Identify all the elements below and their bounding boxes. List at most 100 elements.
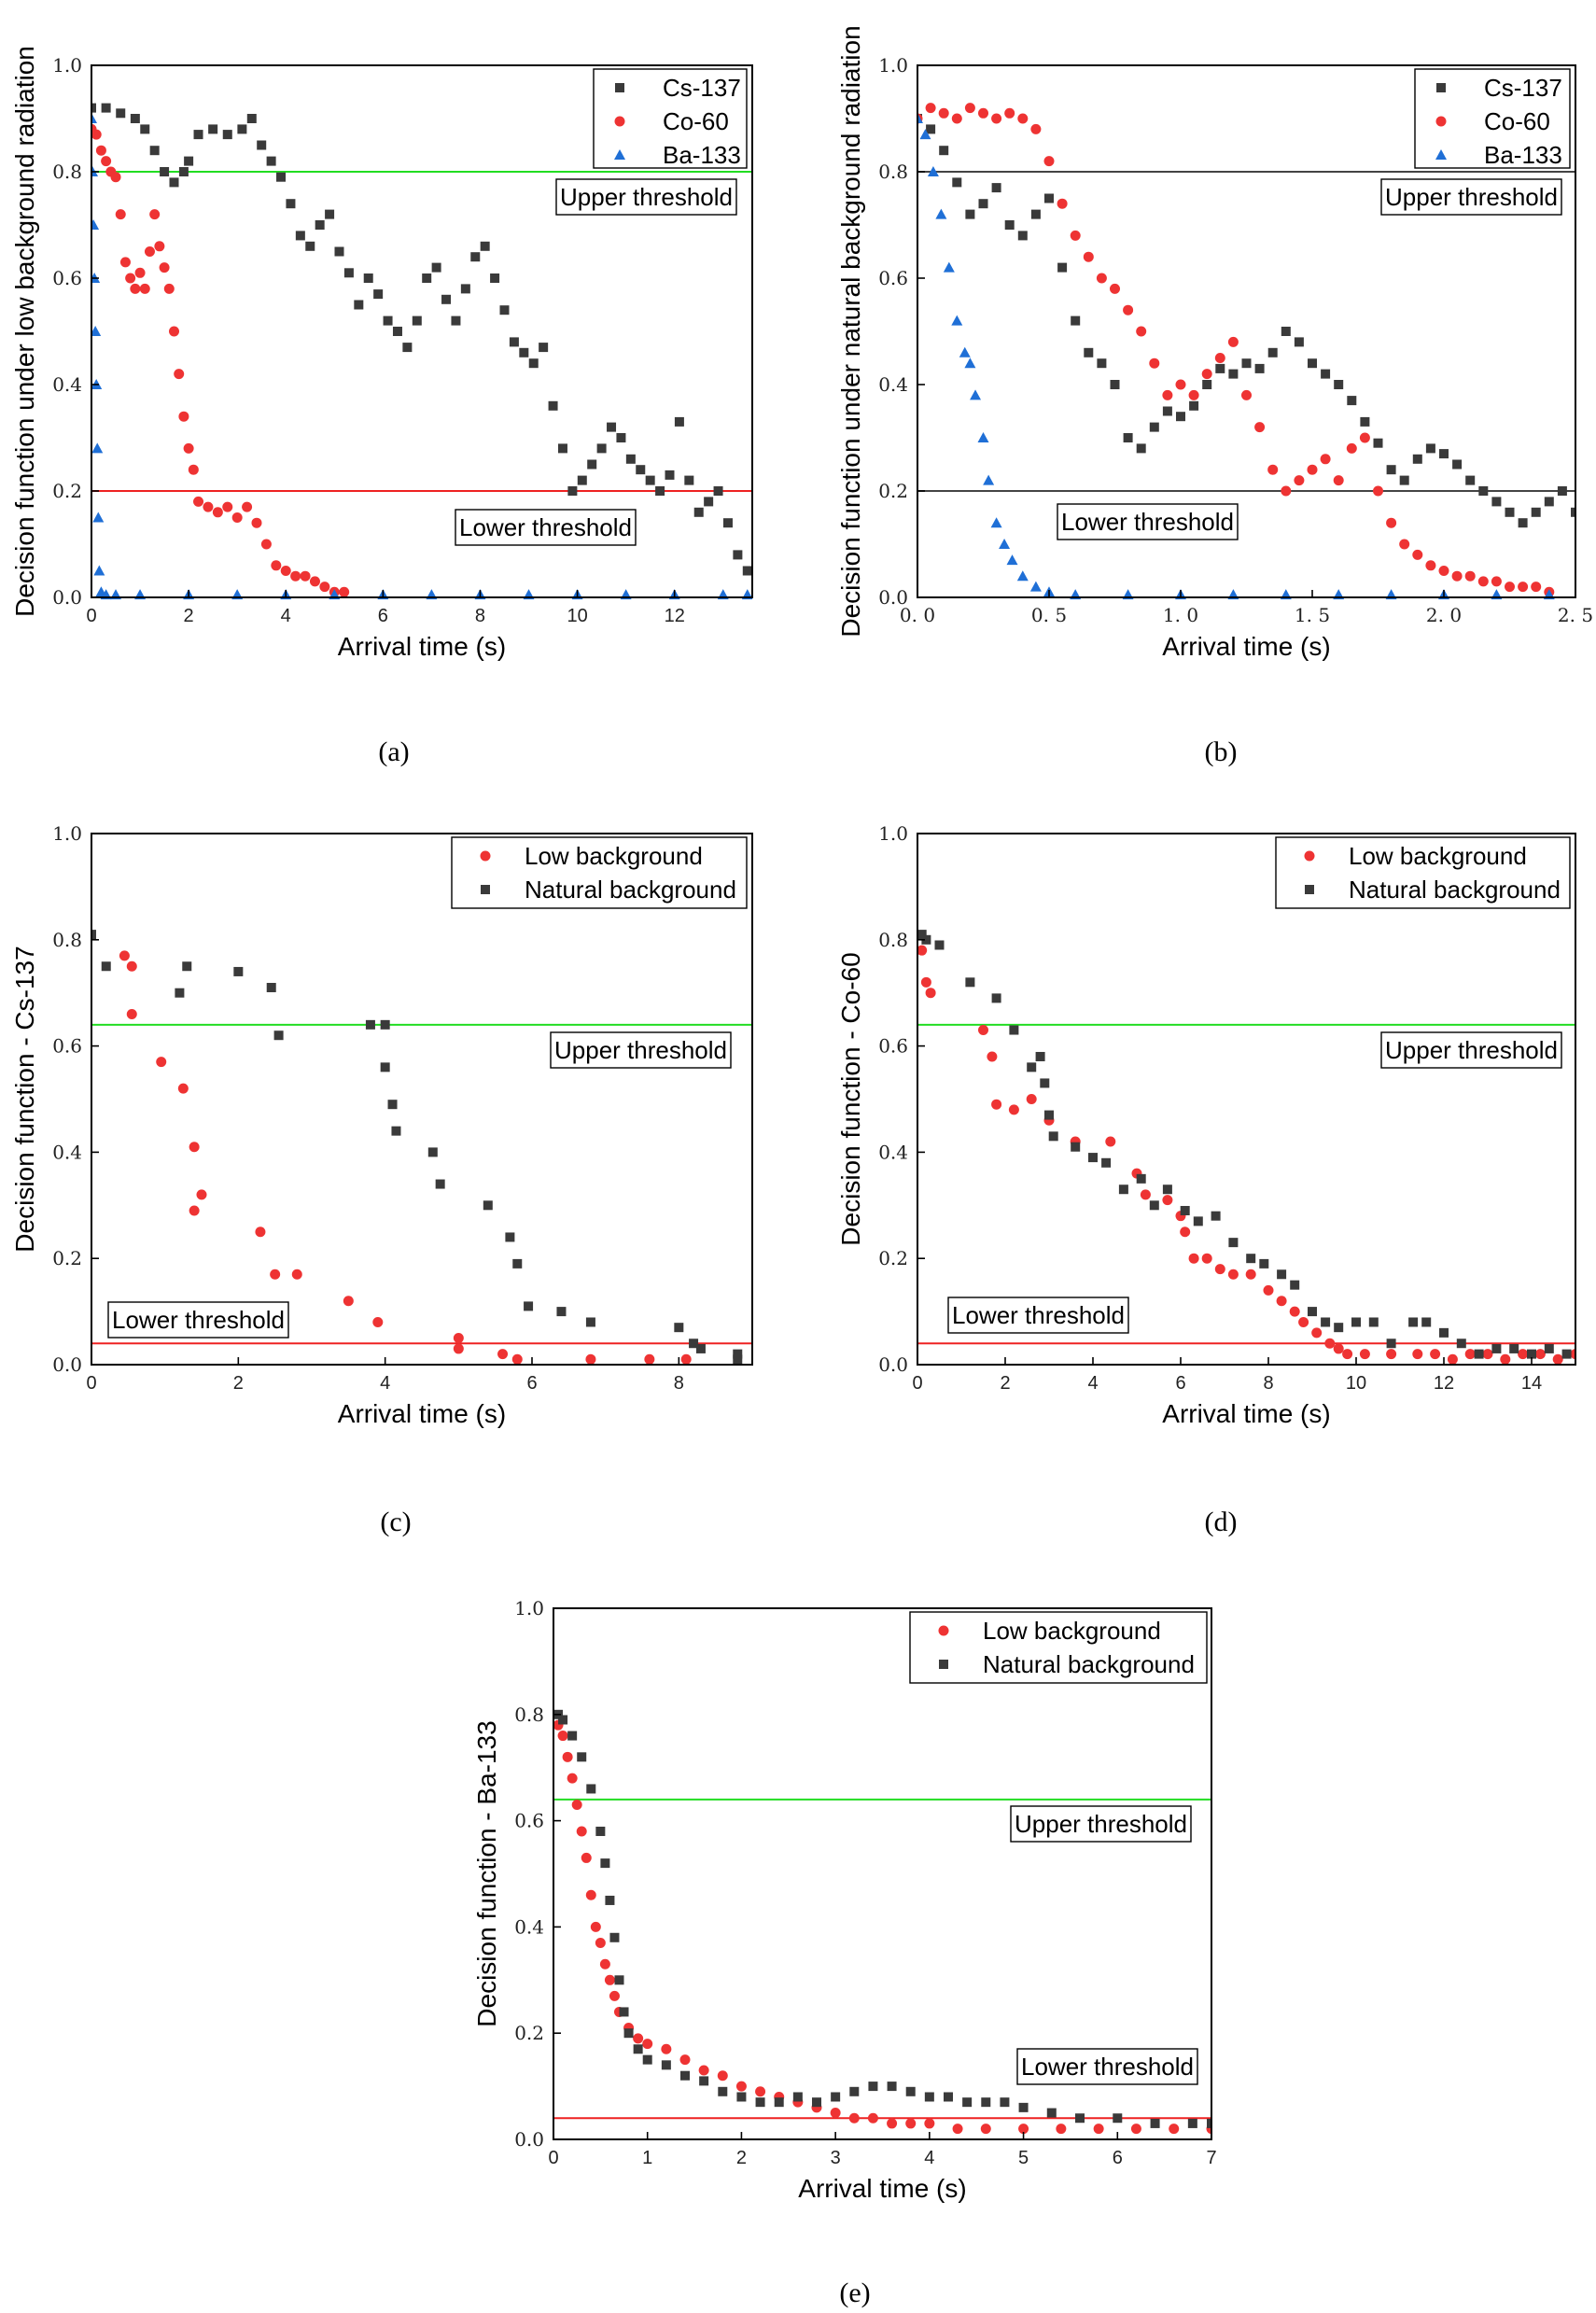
data-point	[1215, 363, 1225, 373]
data-point	[1534, 1349, 1546, 1360]
data-point	[1368, 1317, 1379, 1327]
data-point	[115, 209, 126, 220]
lower-threshold-label: Lower threshold	[947, 1297, 1129, 1334]
data-point	[990, 517, 1002, 528]
y-tick-label: 1.0	[52, 822, 82, 845]
data-point	[1267, 464, 1279, 475]
legend-marker	[480, 850, 491, 862]
data-point	[792, 2092, 803, 2102]
data-point	[1093, 2124, 1104, 2135]
y-axis-title: Decision function - Co-60	[836, 952, 865, 1245]
data-point	[189, 1142, 200, 1153]
data-point	[1544, 497, 1554, 507]
data-point	[1211, 1211, 1221, 1221]
panel-caption: (e)	[839, 2278, 870, 2308]
y-tick-label: 0.8	[878, 161, 908, 183]
data-point	[91, 219, 100, 230]
data-point	[325, 209, 335, 219]
annotation-text: Lower threshold	[459, 513, 632, 541]
data-point	[1464, 570, 1476, 582]
legend: Low background Natural background	[909, 1611, 1208, 1684]
data-point	[1070, 230, 1081, 241]
data-point	[1263, 1284, 1274, 1296]
data-point	[169, 177, 179, 188]
data-point	[925, 988, 936, 999]
y-tick-label: 0.6	[514, 1810, 544, 1832]
data-point	[959, 346, 971, 357]
data-point	[645, 475, 655, 485]
data-point	[251, 517, 262, 528]
x-axis-title: Arrival time (s)	[338, 1399, 506, 1428]
data-point	[1044, 1110, 1054, 1120]
chart-panel-b: 0. 0 0. 5 1. 0 1. 5 2. 0 2. 5 0.0 0.2 0.4 0.6 0.8 1…	[836, 25, 1593, 767]
legend-label: Cs-137	[1484, 74, 1562, 102]
data-point	[905, 2086, 916, 2096]
data-point	[1267, 347, 1278, 357]
data-point	[1105, 1136, 1116, 1147]
y-axis-title: Decision function - Ba-133	[472, 1720, 501, 2026]
data-point	[964, 357, 976, 369]
data-point	[812, 2097, 821, 2108]
data-point	[1430, 1349, 1441, 1360]
legend-marker	[1436, 83, 1446, 92]
series-cs-137	[91, 103, 752, 576]
data-point	[1004, 107, 1015, 119]
data-point	[1570, 1349, 1575, 1360]
data-point	[509, 337, 519, 347]
annotation-text: Upper threshold	[1385, 183, 1558, 211]
data-point	[1439, 1327, 1449, 1338]
x-tick-label: 2	[184, 606, 194, 626]
data-point	[962, 2097, 973, 2108]
data-point	[427, 1147, 438, 1157]
y-tick-label: 0.6	[878, 1035, 908, 1058]
data-point	[1452, 459, 1463, 470]
x-tick-label: 2. 5	[1558, 604, 1593, 626]
data-point	[280, 566, 291, 576]
data-point	[1478, 486, 1489, 496]
annotation-text: Upper threshold	[560, 183, 733, 211]
y-tick-label: 0.2	[878, 1247, 908, 1269]
data-point	[983, 474, 995, 485]
data-point	[562, 1751, 573, 1762]
x-tick-label: 6	[1113, 2148, 1123, 2168]
data-point	[1056, 2124, 1067, 2135]
data-point	[848, 2112, 860, 2124]
data-point	[722, 518, 733, 528]
x-tick-label: 0. 0	[900, 604, 935, 626]
data-point	[435, 1179, 445, 1189]
legend-box	[451, 836, 748, 909]
data-point	[119, 950, 130, 961]
data-point	[130, 114, 140, 123]
data-point	[169, 326, 179, 337]
data-point	[184, 156, 194, 166]
data-point	[149, 209, 161, 220]
data-point	[246, 114, 257, 123]
data-point	[1321, 369, 1331, 379]
data-point	[600, 1858, 610, 1869]
x-tick-label: 12	[665, 606, 685, 626]
series-cs-137	[917, 114, 1575, 528]
data-point	[1333, 1343, 1344, 1354]
data-point	[339, 586, 350, 597]
data-point	[1308, 1307, 1317, 1317]
data-point	[1123, 304, 1134, 315]
data-point	[1046, 2108, 1057, 2118]
data-point	[978, 199, 988, 209]
data-point	[1029, 581, 1042, 592]
data-point	[633, 2044, 643, 2054]
data-point	[965, 209, 975, 219]
legend: Cs-137 Co-60 Ba-133	[1414, 68, 1571, 169]
data-point	[1176, 412, 1185, 422]
annotation-text: Lower threshold	[952, 1301, 1125, 1329]
chart-panel-c: 0 2 4 6 8 0.0 0.2 0.4 0.6 0.8 1.0 Arrival time (s) D…	[10, 822, 753, 1537]
data-point	[1201, 1253, 1212, 1264]
data-point	[305, 241, 315, 251]
y-tick-label: 0.0	[52, 586, 82, 609]
data-point	[91, 113, 97, 123]
data-point	[1214, 353, 1225, 363]
x-tick-label: 4	[1087, 1373, 1098, 1394]
data-point	[1009, 1025, 1019, 1035]
data-point	[1373, 485, 1383, 497]
data-point	[735, 2081, 747, 2092]
data-point	[266, 983, 276, 993]
